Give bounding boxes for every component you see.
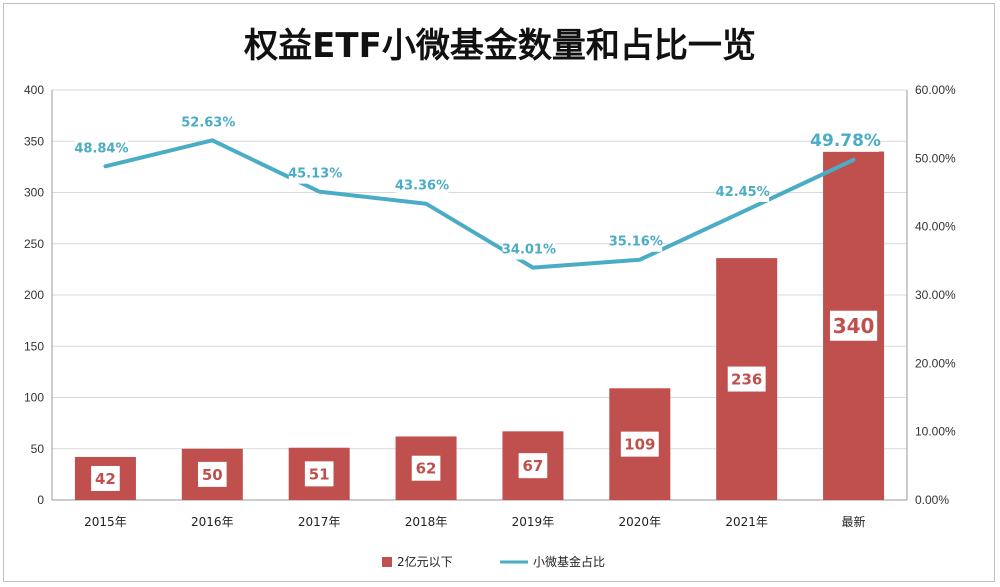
line-value-label: 52.63% <box>181 115 235 130</box>
line-point <box>103 164 107 168</box>
x-tick-label: 2015年 <box>84 515 127 529</box>
y-left-tick-label: 400 <box>24 83 44 97</box>
y-left-tick-label: 200 <box>24 288 44 302</box>
bar-label-box <box>91 465 120 491</box>
x-tick-label: 2020年 <box>619 515 662 529</box>
bar-value-label: 62 <box>416 460 437 478</box>
x-tick-label: 最新 <box>842 514 866 529</box>
line-value-label: 45.13% <box>288 167 342 182</box>
bar-value-label: 50 <box>202 466 223 484</box>
chart-title: 权益ETF小微基金数量和占比一览 <box>244 26 756 66</box>
line-path <box>103 138 856 270</box>
line-value-label: 42.45% <box>716 185 770 200</box>
line-point <box>424 202 428 206</box>
y-right-tick-label: 10.00% <box>915 425 956 439</box>
legend-label-bar: 2亿元以下 <box>397 554 453 569</box>
bar-value-label: 236 <box>731 370 762 388</box>
line-point <box>531 266 535 270</box>
data-labels: 42 50 51 62 67 109 236 340 48.84% 52.63% 45.13% 43.… <box>74 114 881 491</box>
x-tick-label: 2018年 <box>405 515 448 529</box>
line-value-label: 35.16% <box>609 235 663 250</box>
bar-label-box <box>304 461 334 487</box>
x-tick-label: 2017年 <box>298 515 341 529</box>
line-label-box <box>502 241 556 260</box>
y-left-tick-label: 100 <box>24 391 44 405</box>
line-point <box>745 208 749 212</box>
y-right-tick-label: 0.00% <box>915 493 949 507</box>
line-value-label: 34.01% <box>502 243 556 258</box>
line-label-box <box>395 177 449 196</box>
bar-label-box <box>518 453 548 479</box>
y-right-tick-label: 50.00% <box>915 151 956 165</box>
bar-value-label: 109 <box>624 436 655 454</box>
line-value-label: 43.36% <box>395 179 449 194</box>
axes: 0 50 100 150 200 250 300 350 400 0.00% 10.00% 20.00… <box>24 83 956 529</box>
line-point <box>317 190 321 194</box>
line-value-label: 48.84% <box>74 141 128 156</box>
line-point <box>852 158 856 162</box>
y-left-tick-label: 350 <box>24 134 44 148</box>
legend: 2亿元以下 小微基金占比 <box>382 554 605 569</box>
x-tick-label: 2016年 <box>191 515 234 529</box>
line-series <box>103 138 856 270</box>
y-right-tick-label: 30.00% <box>915 288 956 302</box>
legend-swatch-bar <box>382 557 392 567</box>
y-left-tick-label: 250 <box>24 237 44 251</box>
line-point <box>210 138 214 142</box>
bar-value-label: 51 <box>309 465 330 483</box>
bar-label-box <box>829 310 878 341</box>
y-right-tick-label: 20.00% <box>915 356 956 370</box>
bar-label-box <box>411 455 441 481</box>
line-point <box>638 258 642 262</box>
line-label-box <box>75 140 128 159</box>
y-right-tick-label: 60.00% <box>915 83 956 97</box>
y-left-tick-label: 0 <box>37 493 44 507</box>
gridlines <box>52 89 907 501</box>
y-left-tick-label: 300 <box>24 186 44 200</box>
bar-label-box <box>198 461 227 487</box>
line-label-box <box>181 114 235 133</box>
line-label-box <box>288 165 342 184</box>
y-left-tick-label: 50 <box>31 442 45 456</box>
line-value-label: 49.78% <box>810 131 881 151</box>
legend-label-line: 小微基金占比 <box>533 554 605 569</box>
x-tick-label: 2019年 <box>512 515 555 529</box>
line-label-box <box>716 183 770 202</box>
bar-value-label: 42 <box>95 470 116 488</box>
x-tick-label: 2021年 <box>725 515 768 529</box>
bar-label-box <box>620 431 659 457</box>
y-left-tick-label: 150 <box>24 339 44 353</box>
bar-value-label: 67 <box>523 457 544 475</box>
y-right-tick-label: 40.00% <box>915 220 956 234</box>
bar-label-box <box>727 366 766 392</box>
line-label-box <box>609 233 663 252</box>
bar-value-label: 340 <box>833 314 875 338</box>
line-label-box <box>811 129 880 152</box>
